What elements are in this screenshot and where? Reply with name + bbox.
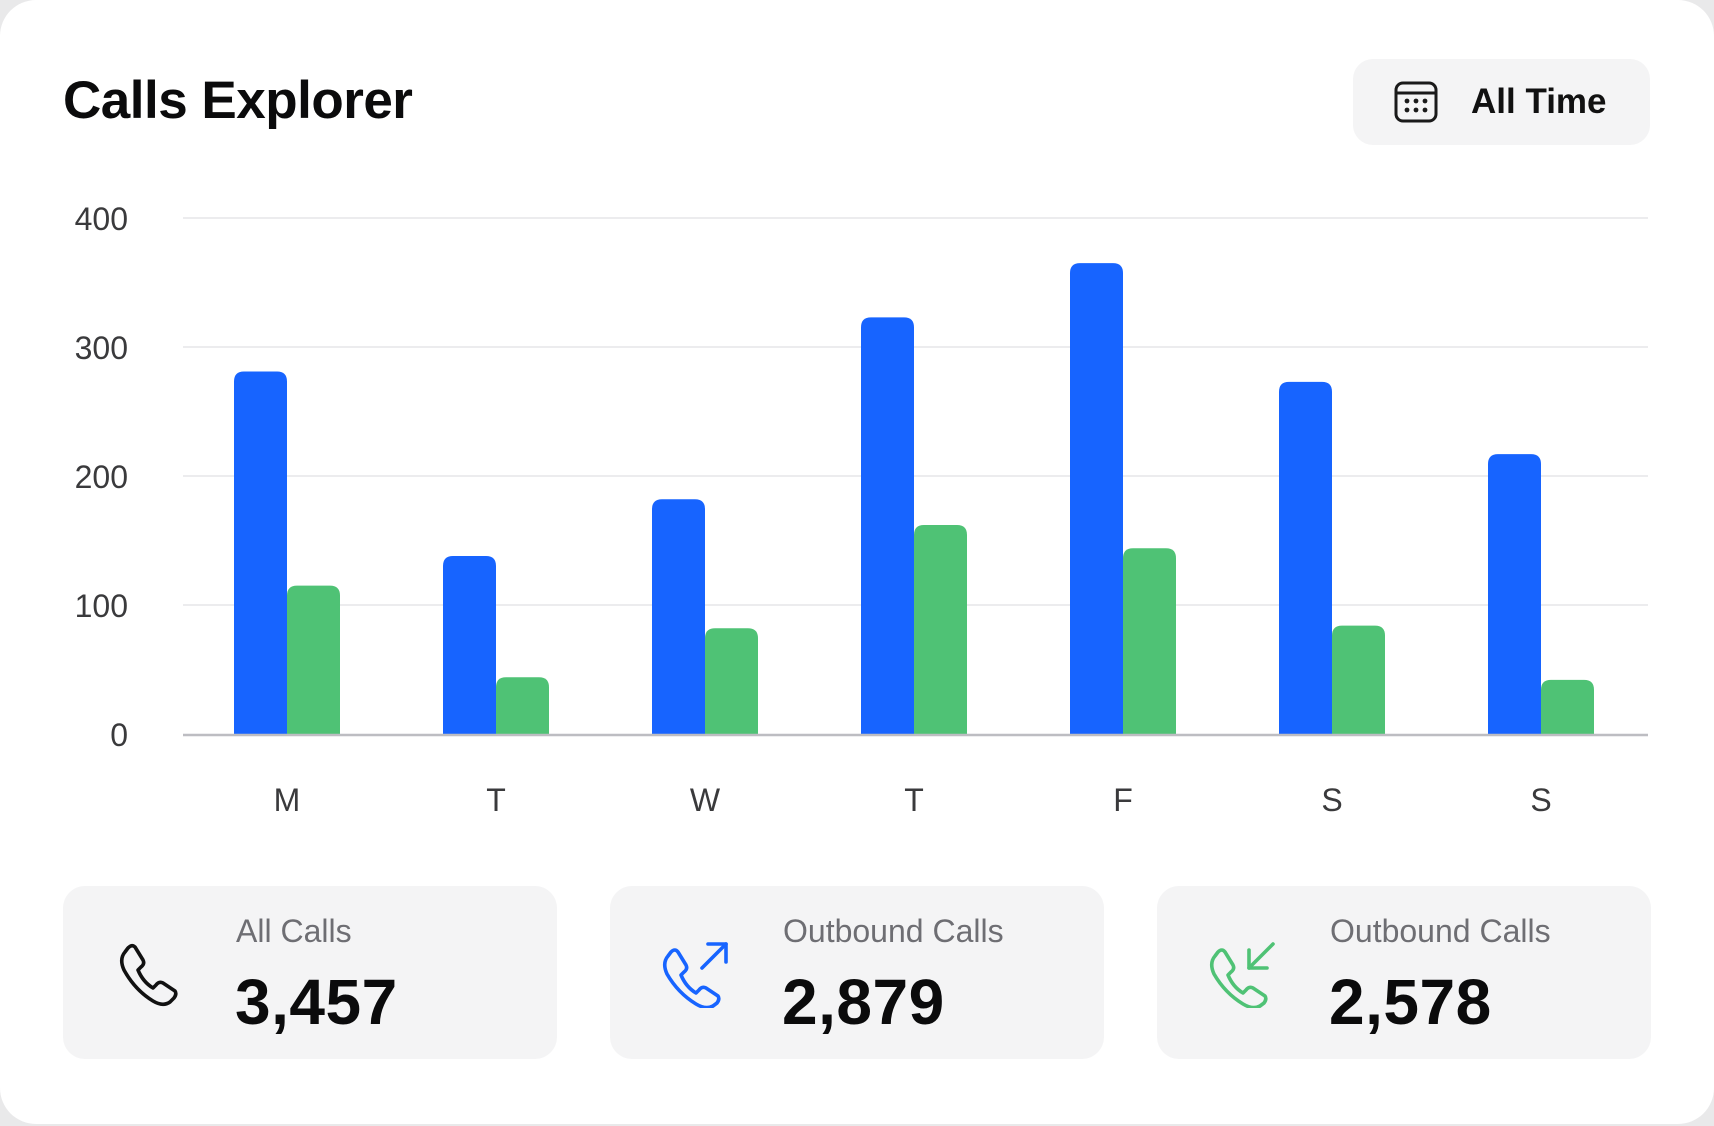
calendar-icon <box>1394 81 1438 123</box>
stat-card-outbound-calls: Outbound Calls 2,879 <box>610 886 1104 1059</box>
bar-series-1 <box>1279 381 1332 734</box>
bar-series-2 <box>1123 548 1176 734</box>
x-tick-label: T <box>486 782 506 818</box>
phone-incoming-icon <box>1209 942 1275 1008</box>
bar-series-2 <box>914 525 967 734</box>
x-tick-label: S <box>1321 782 1342 818</box>
y-tick-label: 400 <box>75 201 128 237</box>
stat-value: 2,879 <box>782 966 945 1038</box>
stat-card-all-calls: All Calls 3,457 <box>63 886 557 1059</box>
stat-value: 2,578 <box>1329 966 1492 1038</box>
bar-series-1 <box>443 555 496 734</box>
stat-value: 3,457 <box>235 966 398 1038</box>
bar-series-2 <box>705 628 758 734</box>
stat-card-incoming-calls: Outbound Calls 2,578 <box>1157 886 1651 1059</box>
bar-series-1 <box>652 499 705 734</box>
stat-label: Outbound Calls <box>783 913 1004 949</box>
y-tick-label: 100 <box>75 588 128 624</box>
bar-series-2 <box>287 585 340 734</box>
y-tick-label: 200 <box>75 459 128 495</box>
phone-icon <box>119 943 178 1007</box>
card-title: Calls Explorer <box>63 71 413 130</box>
stat-label: Outbound Calls <box>1330 913 1551 949</box>
x-tick-label: S <box>1530 782 1551 818</box>
calls-bar-chart: 0 100 200 300 400 M T W T F S S <box>75 201 1648 818</box>
time-filter-label: All Time <box>1471 82 1607 121</box>
bar-series-1 <box>234 371 287 734</box>
bar-series-1 <box>1070 263 1123 734</box>
x-tick-label: T <box>904 782 924 818</box>
bar-series-1 <box>1488 454 1541 734</box>
y-tick-label: 300 <box>75 330 128 366</box>
phone-outgoing-icon <box>662 942 728 1008</box>
y-tick-label: 0 <box>110 717 128 753</box>
bar-series-1 <box>861 317 914 734</box>
bar-series-2 <box>496 677 549 734</box>
bar-series-2 <box>1332 625 1385 734</box>
x-tick-label: M <box>274 782 301 818</box>
x-tick-label: F <box>1113 782 1133 818</box>
x-tick-label: W <box>690 782 721 818</box>
bar-series-2 <box>1541 679 1594 734</box>
time-filter-button[interactable]: All Time <box>1353 59 1650 145</box>
stat-label: All Calls <box>236 913 352 949</box>
